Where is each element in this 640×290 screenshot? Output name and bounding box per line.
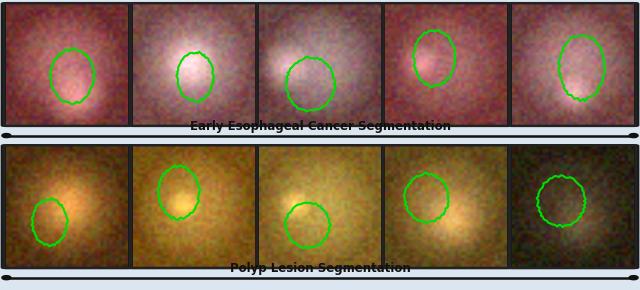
FancyBboxPatch shape: [253, 144, 387, 269]
FancyBboxPatch shape: [1, 144, 134, 269]
FancyBboxPatch shape: [127, 2, 260, 127]
Circle shape: [2, 276, 11, 280]
FancyBboxPatch shape: [253, 2, 387, 127]
FancyBboxPatch shape: [506, 144, 639, 269]
FancyBboxPatch shape: [1, 2, 134, 127]
Text: Polyp Lesion Segmentation: Polyp Lesion Segmentation: [230, 262, 410, 275]
Circle shape: [2, 133, 11, 137]
Circle shape: [629, 276, 638, 280]
FancyBboxPatch shape: [380, 2, 513, 127]
FancyBboxPatch shape: [127, 144, 260, 269]
Text: Early Esophageal Cancer Segmentation: Early Esophageal Cancer Segmentation: [189, 120, 451, 133]
FancyBboxPatch shape: [380, 144, 513, 269]
FancyBboxPatch shape: [506, 2, 639, 127]
Circle shape: [629, 133, 638, 137]
